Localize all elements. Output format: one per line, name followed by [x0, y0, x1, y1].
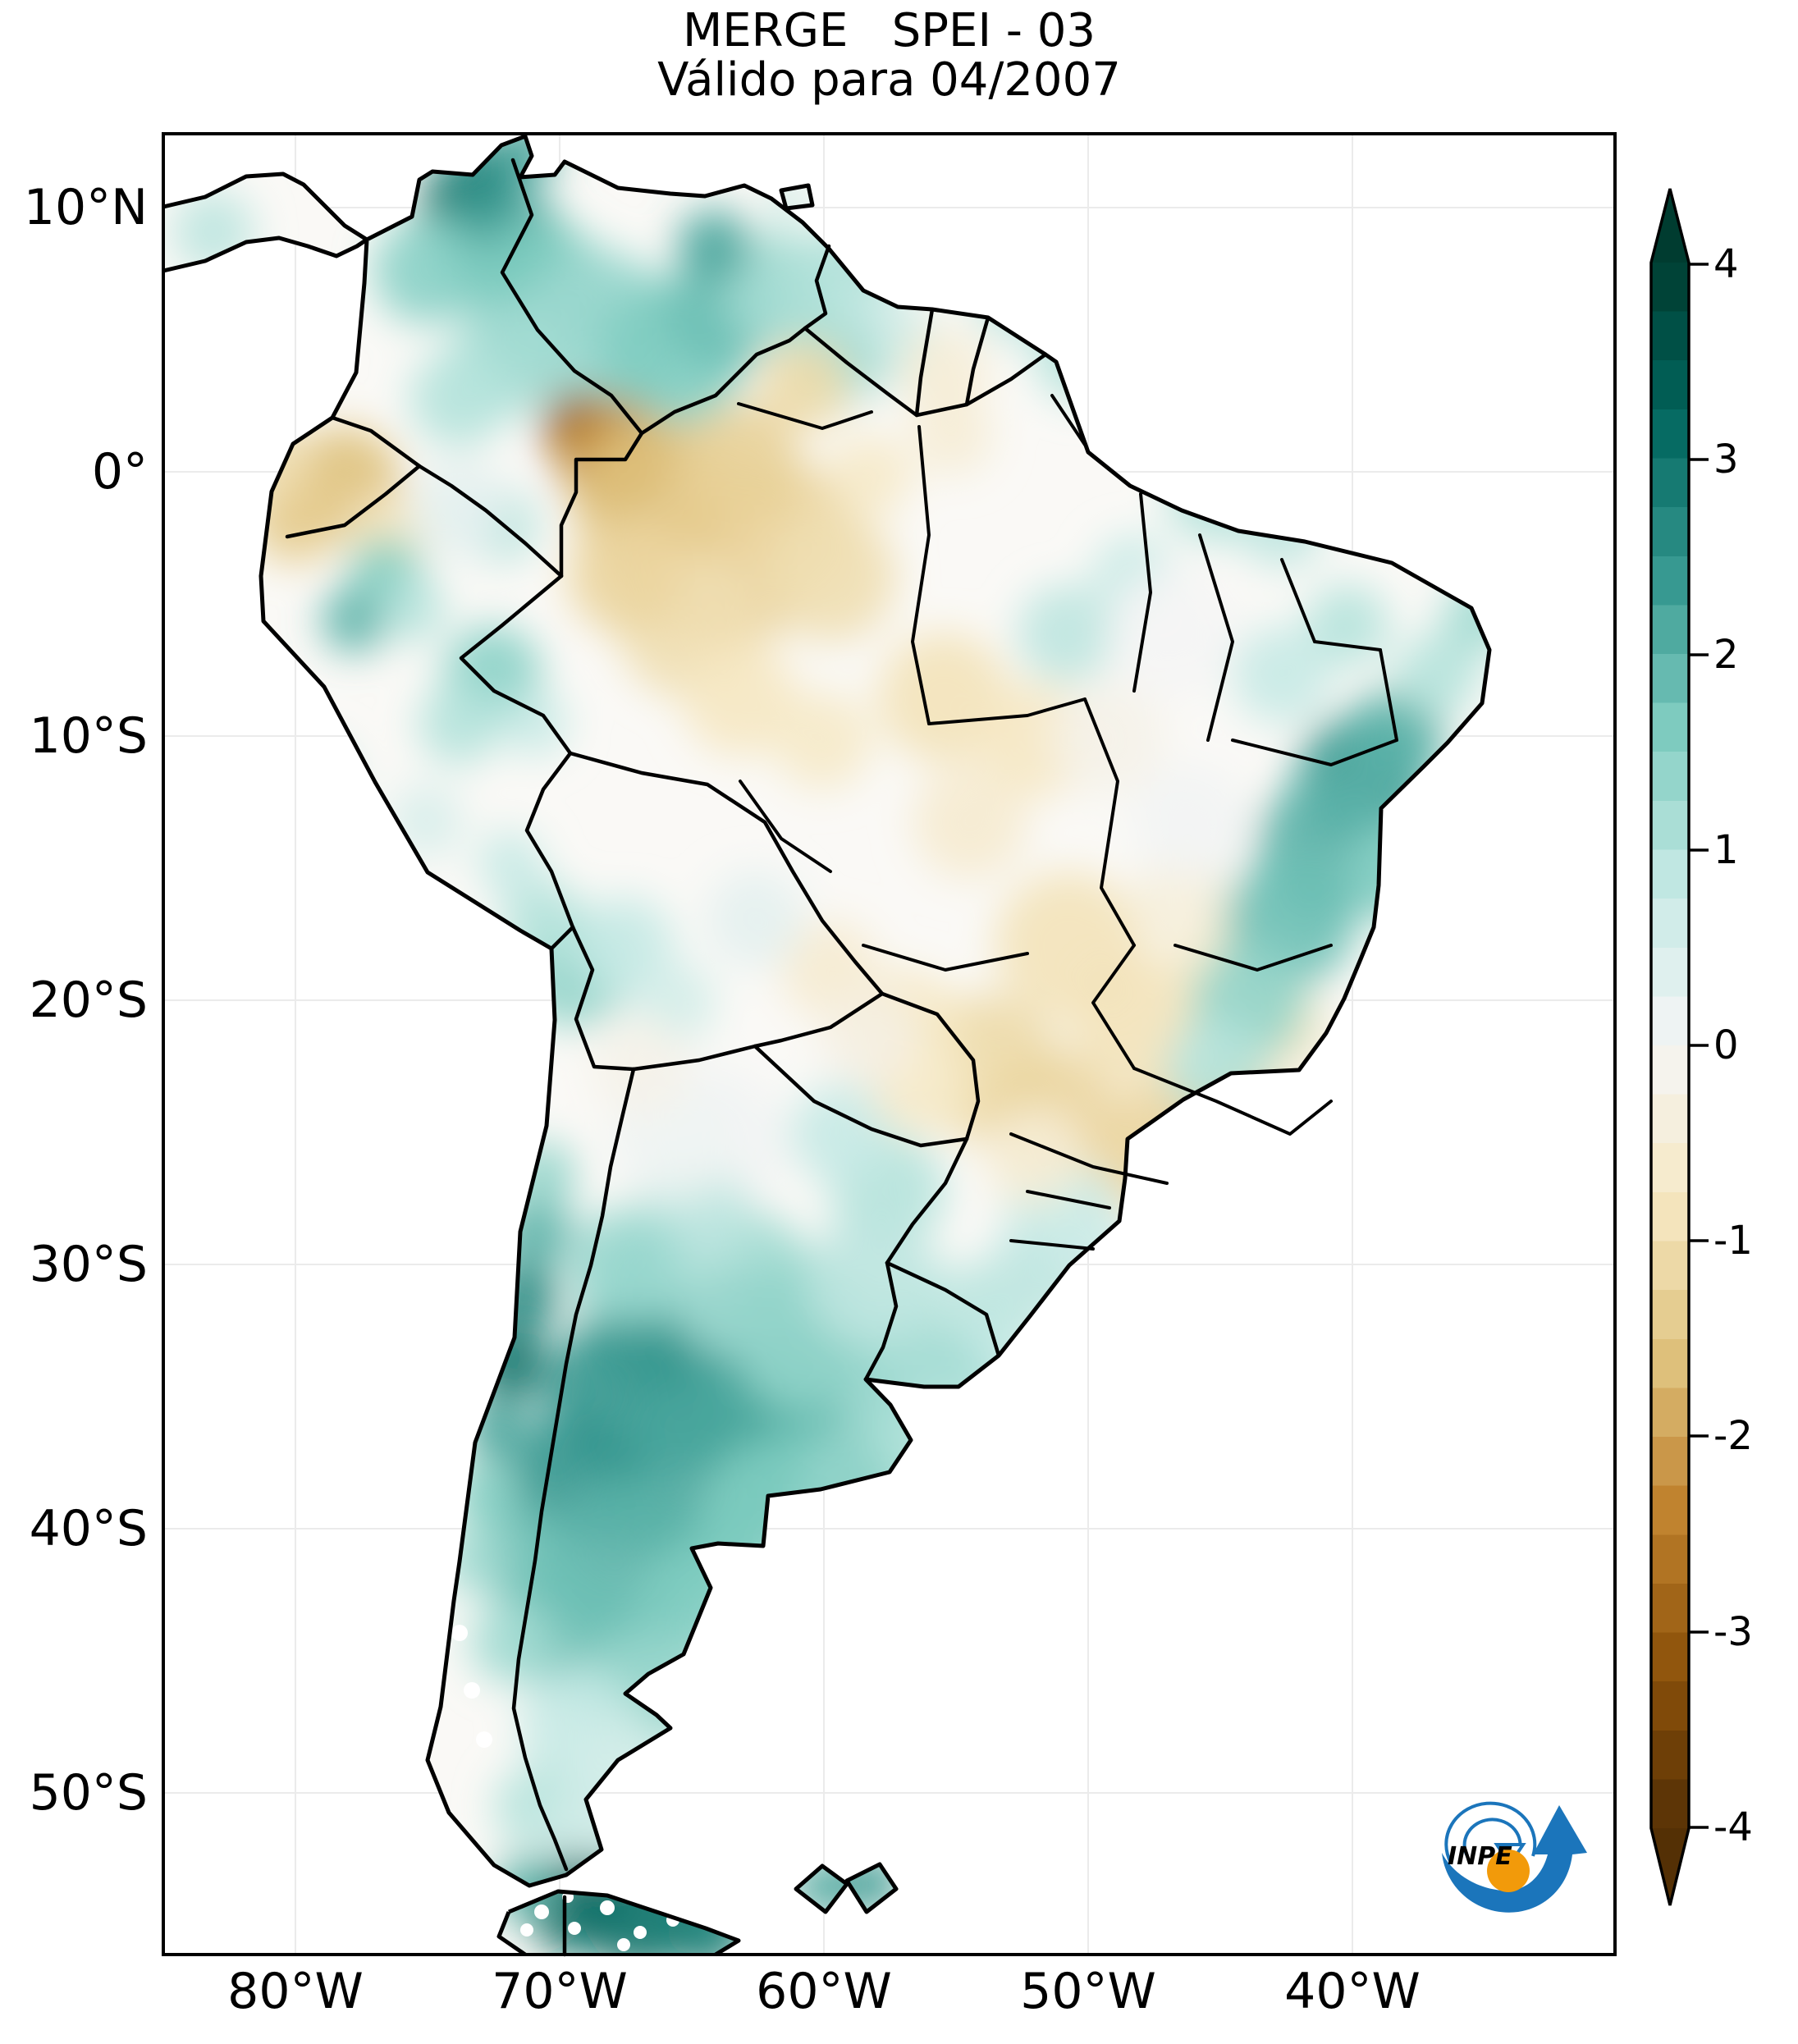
- inpe-logo-text: INPE: [1448, 1842, 1512, 1871]
- x-axis-label-50w: 50°W: [1020, 1963, 1156, 2020]
- colorbar-tick-m3: -3: [1713, 1609, 1753, 1655]
- y-axis-label-10n: 10°N: [23, 179, 148, 236]
- no-data-speckles: [451, 1625, 679, 1951]
- inpe-logo-swoosh-arrow: [1442, 1805, 1587, 1913]
- inpe-logo-outer-arc: [1444, 1801, 1537, 1863]
- colorbar-tick-m1: -1: [1713, 1218, 1753, 1264]
- colorbar-tick-4: 4: [1713, 241, 1739, 287]
- y-axis-label-40s: 40°S: [29, 1500, 148, 1557]
- colorbar-bottom-arrow: [1651, 1828, 1689, 1905]
- x-axis-label-40w: 40°W: [1284, 1963, 1421, 2020]
- country-borders: [285, 158, 1048, 1957]
- plot-title: MERGE SPEI - 03: [682, 4, 1096, 57]
- inpe-logo: INPE: [1442, 1801, 1587, 1913]
- colorbar-tick-0: 0: [1713, 1022, 1739, 1068]
- y-axis-label-20s: 20°S: [29, 972, 148, 1029]
- inpe-logo-orange-dot: [1487, 1850, 1530, 1892]
- plot-subtitle: Válido para 04/2007: [657, 53, 1121, 107]
- state-borders: [737, 394, 1398, 1251]
- y-axis-label-10s: 10°S: [29, 707, 148, 765]
- inpe-logo-inner-arc: [1462, 1818, 1522, 1857]
- colorbar-gradient: [1651, 263, 1689, 1828]
- y-axis-label-50s: 50°S: [29, 1764, 148, 1822]
- colorbar-tick-1: 1: [1713, 827, 1739, 873]
- colorbar-tick-m4: -4: [1713, 1804, 1753, 1850]
- colorbar-outline: [1649, 188, 1690, 1906]
- colorbar-tick-3: 3: [1713, 437, 1739, 482]
- x-axis-label-60w: 60°W: [756, 1963, 892, 2020]
- x-axis-label-70w: 70°W: [492, 1963, 628, 2020]
- colorbar-tick-m2: -2: [1713, 1413, 1753, 1459]
- coastline: [162, 134, 1492, 1957]
- y-axis-label-30s: 30°S: [29, 1236, 148, 1293]
- spei-field: [172, 136, 1489, 1955]
- y-axis-label-0: 0°: [91, 443, 148, 501]
- colorbar-tick-2: 2: [1713, 632, 1739, 678]
- colorbar-ticks: [1689, 263, 1709, 1829]
- x-axis-label-80w: 80°W: [227, 1963, 364, 2020]
- colorbar-top-arrow: [1651, 189, 1689, 263]
- map-frame: [162, 132, 1617, 1956]
- colorbar: [1649, 188, 1709, 1906]
